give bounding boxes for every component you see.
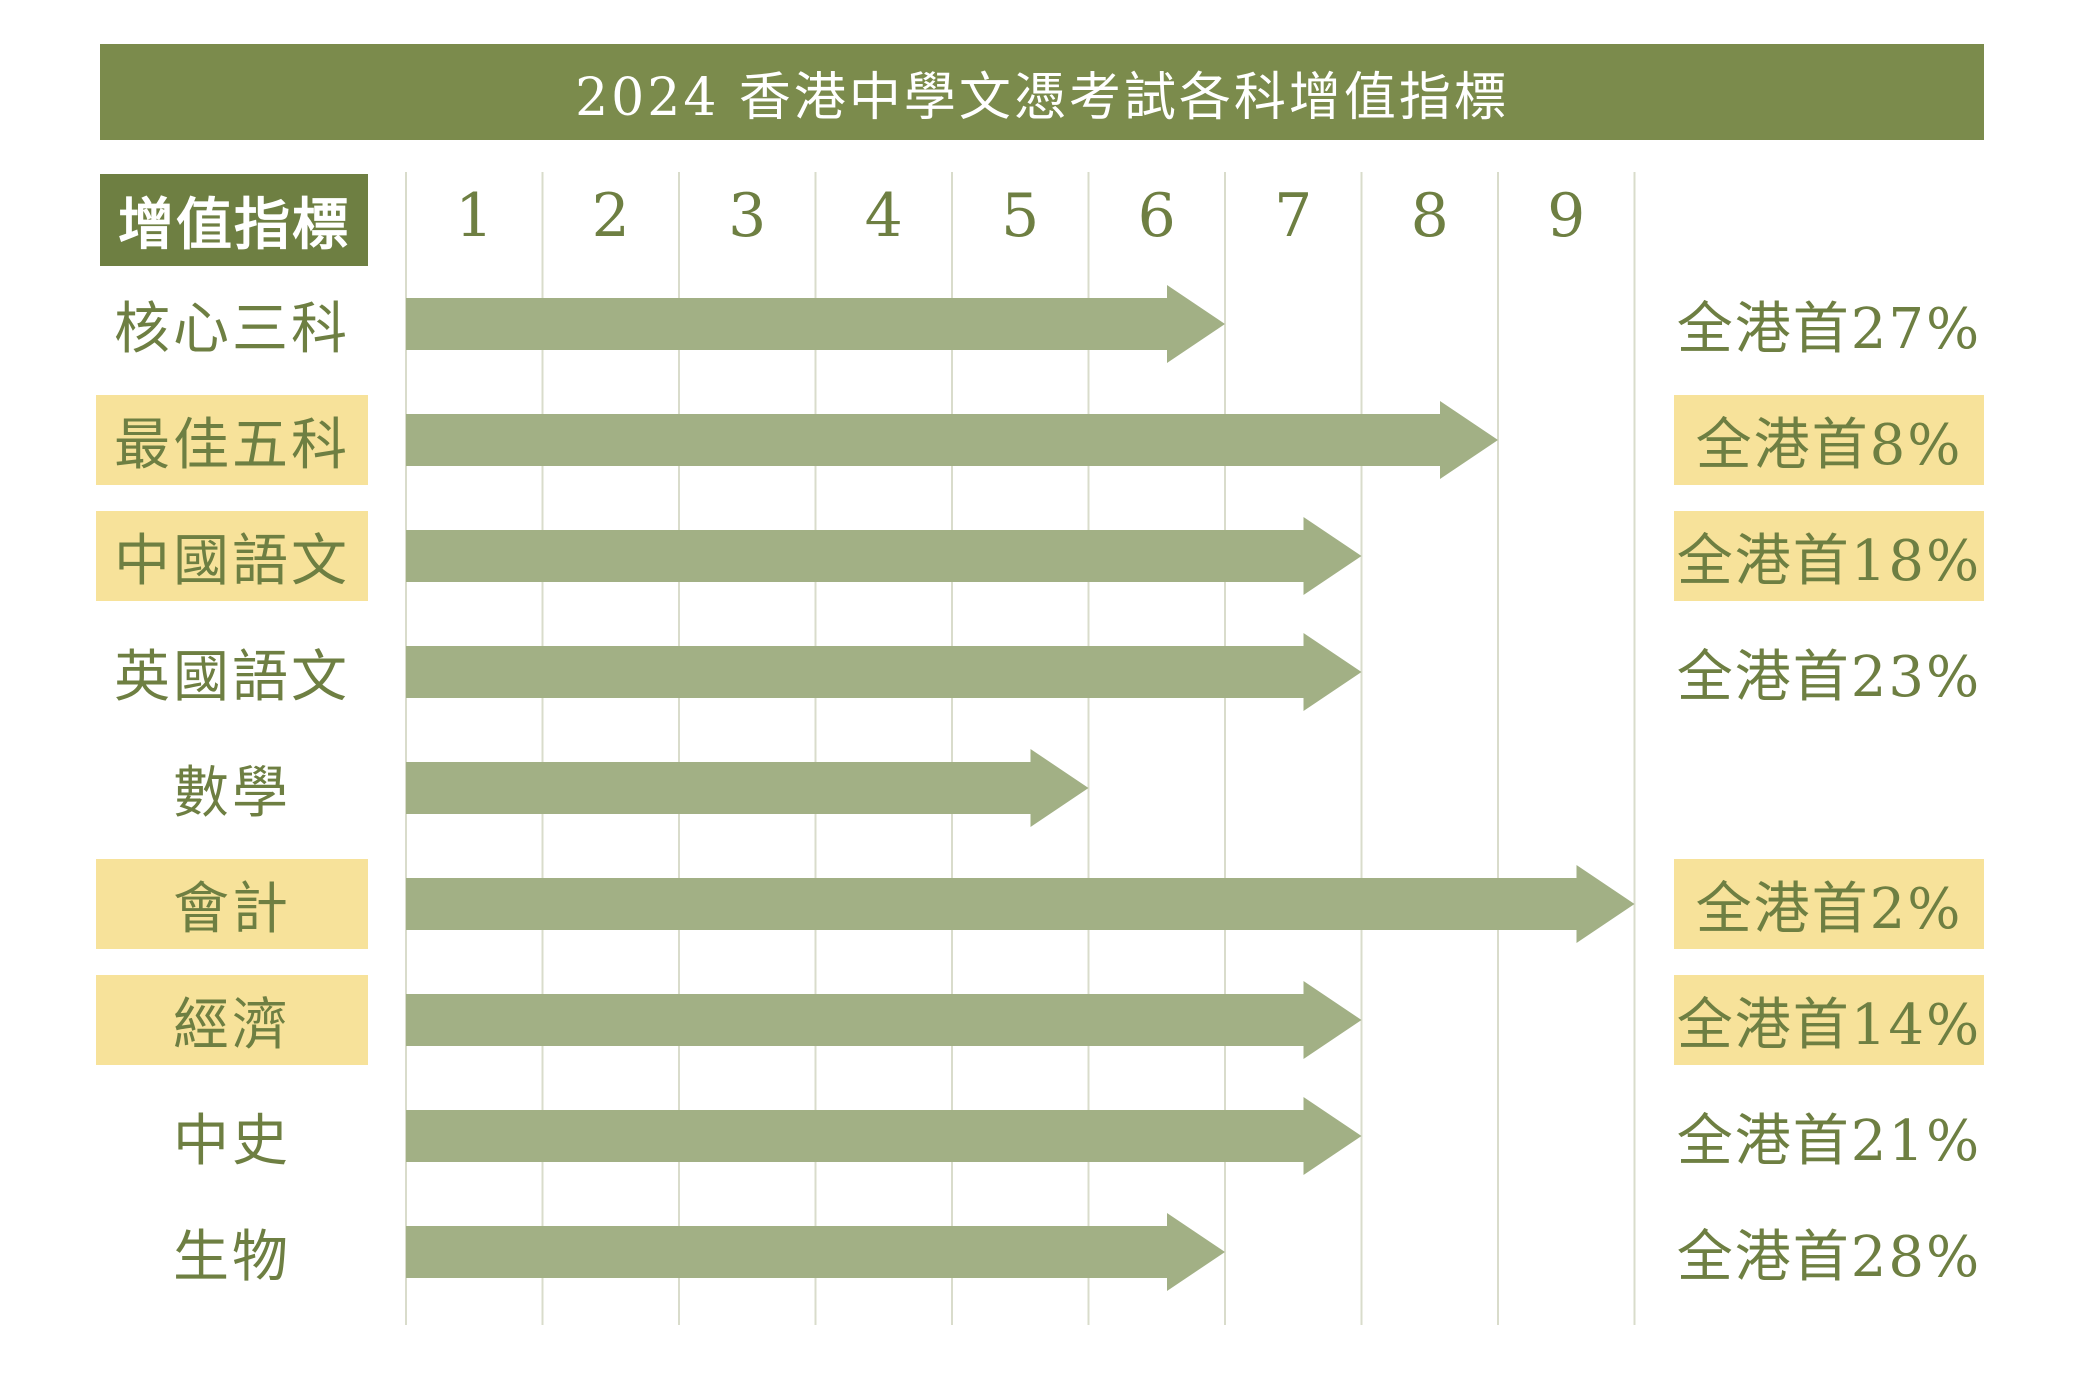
category-label: 核心三科 (114, 296, 350, 362)
value-arrow (406, 865, 1635, 943)
value-arrow (406, 401, 1498, 479)
category-label: 中史 (173, 1108, 291, 1174)
x-tick-label: 2 (591, 181, 630, 251)
x-tick-label: 8 (1410, 181, 1449, 251)
x-tick-label: 5 (1001, 181, 1040, 251)
category-label: 會計 (96, 859, 368, 949)
x-tick-label: 9 (1547, 181, 1586, 251)
arrow-bars (406, 285, 1635, 1291)
category-label: 經濟 (96, 975, 368, 1065)
value-arrow (406, 749, 1089, 827)
percentile-label: 全港首8% (1674, 395, 1984, 485)
x-tick-label: 3 (728, 181, 767, 251)
x-tick-label: 7 (1274, 181, 1313, 251)
category-label: 數學 (173, 760, 291, 826)
percentile-label: 全港首14% (1674, 975, 1984, 1065)
value-added-header: 增值指標 (100, 174, 368, 266)
percentile-label: 全港首27% (1676, 296, 1982, 362)
value-arrow (406, 517, 1362, 595)
percentile-label: 全港首21% (1676, 1108, 1982, 1174)
percentile-label: 全港首2% (1674, 859, 1984, 949)
category-label: 生物 (173, 1224, 291, 1290)
category-label: 英國語文 (114, 644, 350, 710)
percentile-label: 全港首18% (1674, 511, 1984, 601)
x-tick-label: 6 (1137, 181, 1176, 251)
percentile-label: 全港首23% (1676, 644, 1982, 710)
value-arrow (406, 1097, 1362, 1175)
value-arrow (406, 981, 1362, 1059)
x-tick-label: 4 (864, 181, 903, 251)
category-label: 中國語文 (96, 511, 368, 601)
value-arrow (406, 633, 1362, 711)
value-arrow (406, 285, 1225, 363)
x-tick-label: 1 (455, 181, 494, 251)
percentile-label: 全港首28% (1676, 1224, 1982, 1290)
chart-title: 2024 香港中學文憑考試各科增值指標 (100, 44, 1984, 140)
value-arrow (406, 1213, 1225, 1291)
category-label: 最佳五科 (96, 395, 368, 485)
